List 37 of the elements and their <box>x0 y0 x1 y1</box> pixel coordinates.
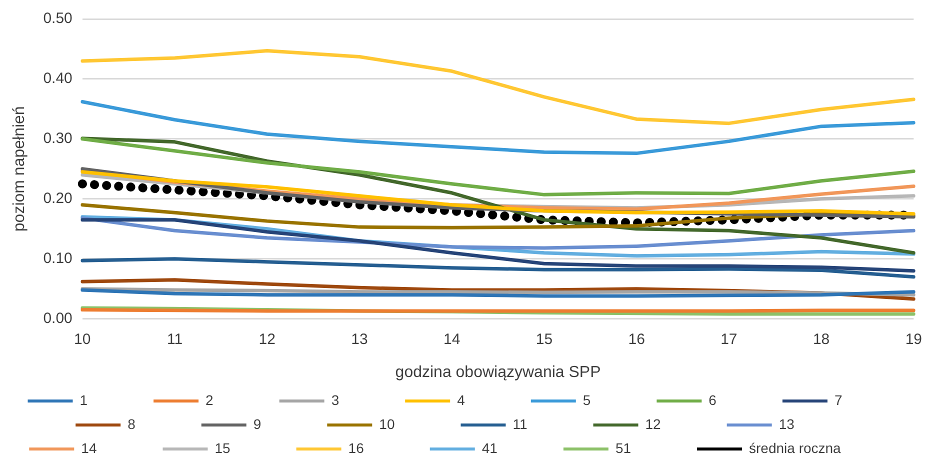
y-axis-title: poziom napełnień <box>11 106 28 232</box>
legend-label: 16 <box>348 440 420 456</box>
legend-label: 6 <box>708 392 772 408</box>
legend-label: 11 <box>512 416 584 432</box>
x-tick-label: 10 <box>74 330 91 348</box>
legend-label: 1 <box>80 392 144 408</box>
y-tick-label: 0.50 <box>43 10 72 28</box>
legend-label: 8 <box>128 416 192 432</box>
legend-label: 4 <box>457 392 521 408</box>
x-tick-label: 16 <box>628 330 645 348</box>
y-tick-label: 0.00 <box>43 310 72 327</box>
legend-label: 15 <box>214 440 286 456</box>
legend-label: 2 <box>206 392 270 408</box>
x-tick-label: 12 <box>258 330 276 348</box>
legend-label: 10 <box>379 416 451 432</box>
legend-label: 9 <box>253 416 318 432</box>
legend-label: 7 <box>834 392 898 408</box>
legend-label: 51 <box>615 440 688 456</box>
x-tick-label: 11 <box>166 330 183 348</box>
y-tick-label: 0.40 <box>43 70 72 88</box>
x-tick-label: 17 <box>720 330 738 348</box>
legend-label: 13 <box>778 416 850 432</box>
legend-label: 41 <box>482 440 554 456</box>
x-tick-label: 15 <box>536 330 553 348</box>
x-tick-label: 19 <box>905 330 922 348</box>
y-tick-label: 0.20 <box>43 190 72 208</box>
y-tick-label: 0.30 <box>43 130 72 148</box>
x-axis-title: godzina obowiązywania SPP <box>395 364 601 381</box>
y-tick-label: 0.10 <box>43 250 72 267</box>
x-tick-label: 14 <box>444 330 460 348</box>
x-tick-label: 13 <box>351 330 368 348</box>
legend-label: 12 <box>645 416 717 432</box>
legend-label: 5 <box>582 392 647 408</box>
legend-label: średnia roczna <box>749 440 897 456</box>
legend-label: 3 <box>331 392 396 408</box>
legend-label: 14 <box>81 440 153 456</box>
x-tick-label: 18 <box>812 330 830 348</box>
